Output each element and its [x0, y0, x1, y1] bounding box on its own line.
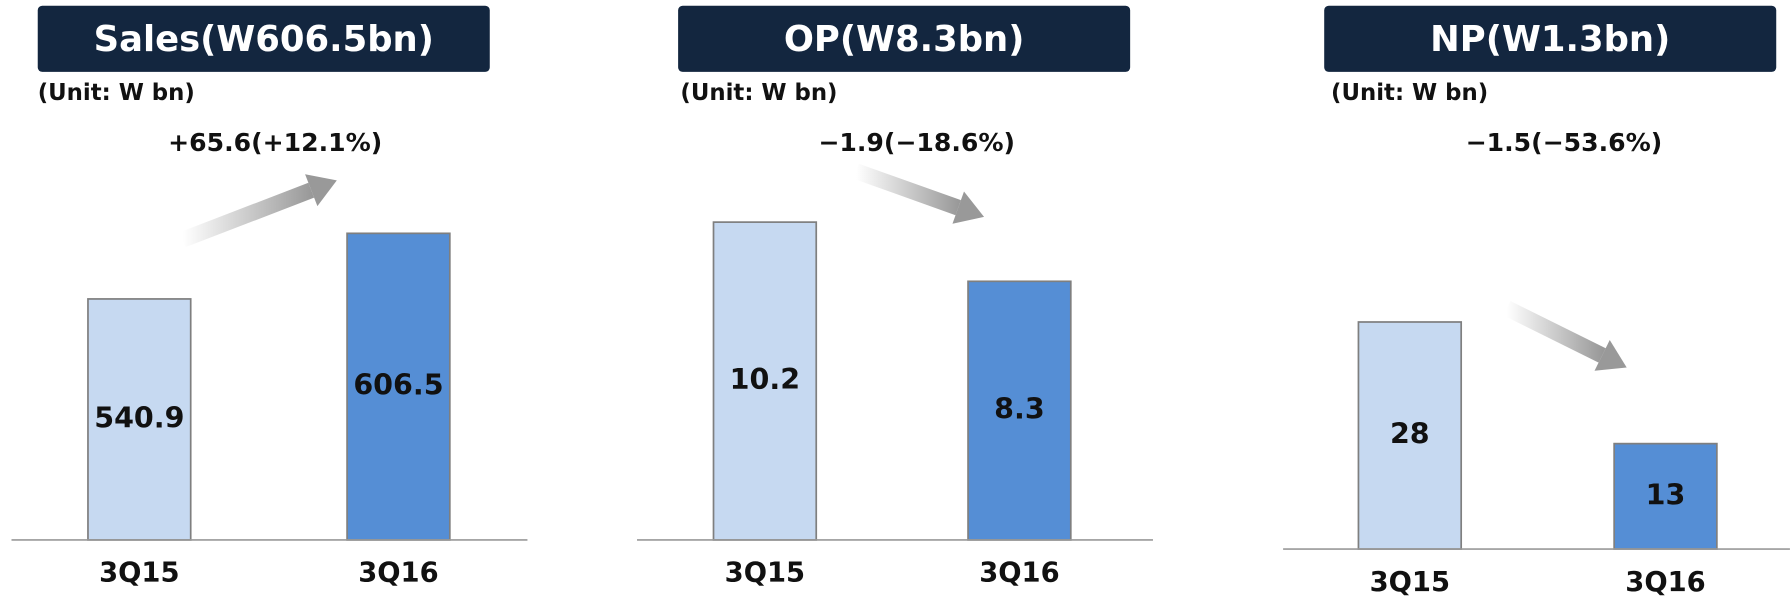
x-tick-label: 3Q16 — [358, 558, 438, 589]
value-label: 606.5 — [353, 369, 443, 402]
value-label: 28 — [1390, 418, 1430, 451]
trend-arrow — [853, 163, 961, 216]
x-tick-label: 3Q16 — [979, 558, 1059, 589]
unit-label: (Unit: W bn) — [680, 80, 837, 106]
x-tick-label: 3Q15 — [99, 558, 179, 589]
x-tick-label: 3Q16 — [1625, 567, 1705, 597]
title-box — [37, 5, 490, 72]
value-label: 8.3 — [994, 393, 1045, 426]
bar — [967, 280, 1072, 541]
chart-title: NP(W1.3bn) — [1430, 19, 1670, 60]
unit-label: (Unit: W bn) — [1331, 80, 1488, 106]
x-tick-label: 3Q15 — [1370, 567, 1450, 597]
value-label: 10.2 — [730, 363, 800, 396]
unit-label: (Unit: W bn) — [38, 80, 195, 106]
change-annotation: +65.6(+12.1%) — [168, 128, 382, 157]
bar — [1357, 321, 1463, 550]
trend-arrow — [179, 182, 315, 248]
bar — [712, 221, 818, 541]
change-annotation: −1.5(−53.6%) — [1466, 128, 1663, 157]
title-box — [678, 5, 1131, 72]
value-label: 13 — [1646, 478, 1686, 511]
chart-title: OP(W8.3bn) — [784, 19, 1025, 60]
title-box — [1324, 5, 1777, 72]
x-tick-label: 3Q15 — [725, 558, 805, 589]
trend-arrow-head — [305, 174, 337, 207]
change-annotation: −1.9(−18.6%) — [818, 128, 1015, 157]
bar — [1613, 442, 1718, 550]
value-label: 540.9 — [94, 401, 184, 434]
trend-arrow-head — [952, 191, 985, 224]
bar — [87, 298, 192, 541]
trend-arrow — [1503, 301, 1606, 363]
trend-arrow-head — [1594, 340, 1627, 371]
chart-title: Sales(W606.5bn) — [94, 19, 434, 60]
